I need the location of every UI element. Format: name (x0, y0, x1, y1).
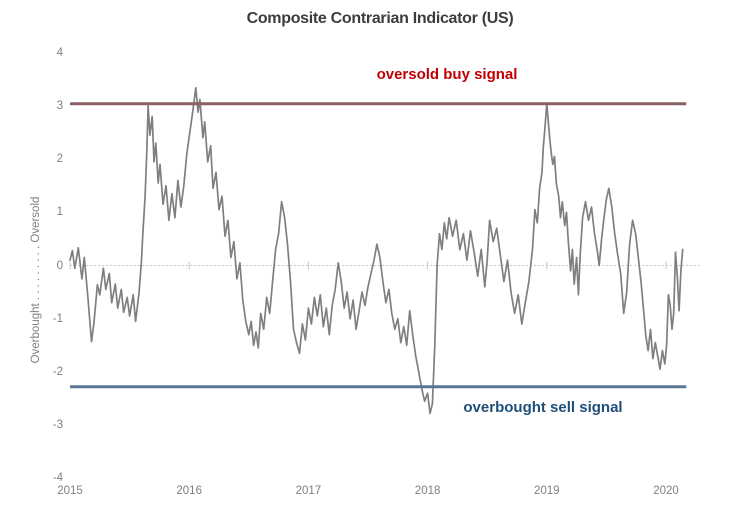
x-tick-label: 2016 (176, 485, 202, 497)
y-tick-label: -2 (52, 365, 63, 378)
y-axis-title: Overbought . . . . . . . . . Oversold (30, 196, 42, 364)
y-tick-label: -3 (52, 419, 63, 432)
y-tick-label: 2 (56, 153, 63, 166)
y-tick-label: 1 (56, 206, 63, 219)
chart-title: Composite Contrarian Indicator (US) (246, 10, 514, 27)
y-tick-label: 3 (56, 99, 63, 112)
x-tick-label: 2020 (653, 485, 679, 497)
y-tick-label: -1 (52, 312, 63, 325)
y-tick-label: 4 (56, 46, 63, 59)
overbought-sell-signal-label: overbought sell signal (463, 399, 623, 416)
indicator-line (69, 86, 684, 415)
y-tick-label: 0 (56, 259, 63, 272)
x-tick-label: 2018 (414, 485, 441, 497)
x-tick-label: 2017 (295, 485, 322, 497)
oversold-buy-signal-label: oversold buy signal (376, 66, 518, 83)
y-tick-label: -4 (52, 472, 63, 485)
x-tick-label: 2019 (534, 485, 560, 497)
x-tick-label: 2015 (57, 485, 83, 497)
